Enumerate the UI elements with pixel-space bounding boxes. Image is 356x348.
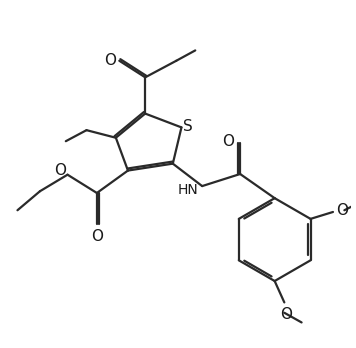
- Text: S: S: [183, 119, 193, 134]
- Text: O: O: [54, 163, 66, 178]
- Text: HN: HN: [177, 183, 198, 197]
- Text: O: O: [104, 53, 116, 68]
- Text: O: O: [280, 307, 292, 322]
- Text: O: O: [222, 134, 234, 149]
- Text: O: O: [91, 229, 103, 244]
- Text: O: O: [336, 203, 349, 218]
